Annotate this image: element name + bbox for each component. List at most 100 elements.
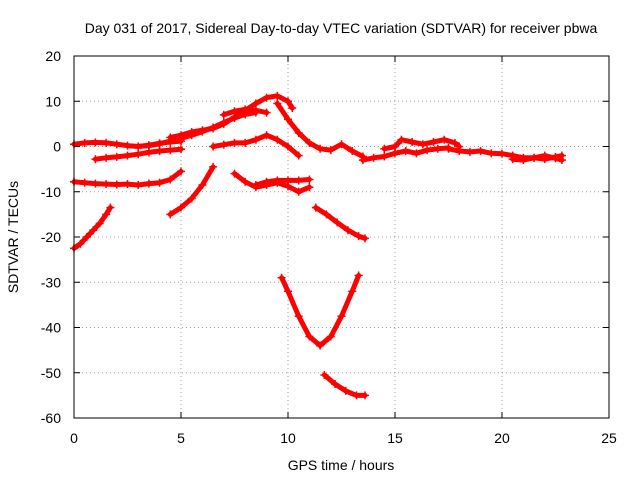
- data-point: [316, 144, 325, 153]
- data-point: [429, 137, 438, 146]
- data-point: [305, 183, 314, 192]
- series-arc-08: [209, 131, 303, 160]
- data-point: [123, 151, 132, 160]
- data-point: [316, 341, 325, 350]
- y-tick-label: -10: [41, 184, 61, 200]
- data-point: [354, 271, 363, 280]
- data-point: [348, 287, 357, 296]
- data-point: [198, 126, 207, 135]
- data-point: [322, 210, 331, 219]
- y-tick-label: -20: [41, 229, 61, 245]
- data-point: [251, 106, 260, 115]
- series-arc-15: [320, 371, 370, 400]
- x-tick-label: 0: [70, 430, 78, 446]
- y-axis-label: SDTVAR / TECUs: [5, 181, 21, 293]
- data-point: [144, 179, 153, 188]
- data-point: [91, 138, 100, 147]
- data-point: [343, 226, 352, 235]
- data-point: [198, 180, 207, 189]
- data-point: [273, 91, 282, 100]
- data-point: [440, 135, 449, 144]
- data-point: [284, 287, 292, 296]
- data-point: [177, 131, 185, 140]
- data-point: [219, 119, 228, 128]
- x-tick-label: 15: [387, 430, 403, 446]
- data-point: [348, 147, 357, 156]
- data-point: [361, 391, 370, 400]
- data-point: [91, 155, 100, 164]
- data-point: [476, 147, 485, 156]
- data-point: [284, 97, 292, 106]
- data-point: [433, 144, 442, 153]
- data-point: [123, 141, 132, 150]
- x-tick-label: 25: [601, 430, 617, 446]
- data-point: [326, 146, 335, 155]
- data-point: [166, 175, 175, 184]
- data-point: [209, 162, 218, 171]
- data-point: [106, 203, 115, 212]
- data-point: [102, 210, 111, 219]
- series-arc-14: [277, 271, 363, 350]
- series-arc-12: [251, 175, 314, 189]
- data-point: [76, 239, 85, 248]
- data-point: [251, 99, 260, 108]
- axis-ticks: 0 5 10 15 20 25 -60 -50 -40 -30 -20 -10 0 10 20: [41, 48, 617, 446]
- x-tick-label: 5: [177, 430, 185, 446]
- data-point: [305, 332, 314, 341]
- data-point: [166, 210, 175, 219]
- data-point: [112, 140, 121, 149]
- series-arc-09: [273, 99, 367, 161]
- data-point: [294, 151, 303, 160]
- series-arc-02: [91, 145, 185, 164]
- data-point: [369, 153, 378, 162]
- data-point: [251, 135, 260, 144]
- x-tick-label: 20: [494, 430, 510, 446]
- data-point: [508, 155, 517, 164]
- series-arc-04: [70, 203, 115, 253]
- data-point: [166, 146, 175, 155]
- data-point: [412, 149, 421, 158]
- data-point: [155, 147, 164, 156]
- data-point: [408, 137, 417, 146]
- data-point: [354, 232, 363, 241]
- data-point: [219, 140, 228, 149]
- data-point: [540, 151, 549, 160]
- data-point: [341, 386, 350, 395]
- data-point: [294, 176, 303, 185]
- data-point: [95, 219, 104, 228]
- data-point: [219, 110, 228, 119]
- y-tick-label: 20: [45, 48, 61, 64]
- chart-title: Day 031 of 2017, Sidereal Day-to-day VTE…: [85, 20, 598, 36]
- y-tick-label: -40: [41, 320, 61, 336]
- data-point: [294, 187, 303, 196]
- data-point: [401, 147, 410, 156]
- data-point: [519, 156, 528, 165]
- data-point: [277, 273, 286, 282]
- data-point: [123, 180, 132, 189]
- data-point: [423, 146, 432, 155]
- data-point: [209, 124, 218, 133]
- data-point: [450, 138, 459, 147]
- data-point: [530, 153, 539, 162]
- grid: [74, 56, 609, 418]
- series-arc-10: [166, 162, 218, 219]
- data-point: [284, 142, 292, 151]
- data-point: [144, 141, 153, 150]
- plot-frame: [73, 55, 610, 419]
- data-point: [230, 107, 239, 116]
- data-point: [397, 135, 406, 144]
- data-point: [155, 139, 164, 148]
- y-tick-label: 10: [45, 93, 61, 109]
- data-point: [455, 147, 464, 156]
- data-point: [551, 154, 560, 163]
- data-point: [177, 167, 185, 176]
- data-point: [465, 147, 474, 156]
- data-point: [89, 226, 98, 235]
- data-point: [391, 142, 399, 151]
- data-point: [273, 135, 282, 144]
- series-line: [232, 171, 312, 195]
- y-tick-label: -30: [41, 274, 61, 290]
- y-tick-label: -60: [41, 410, 61, 426]
- series-arc-17: [380, 135, 464, 153]
